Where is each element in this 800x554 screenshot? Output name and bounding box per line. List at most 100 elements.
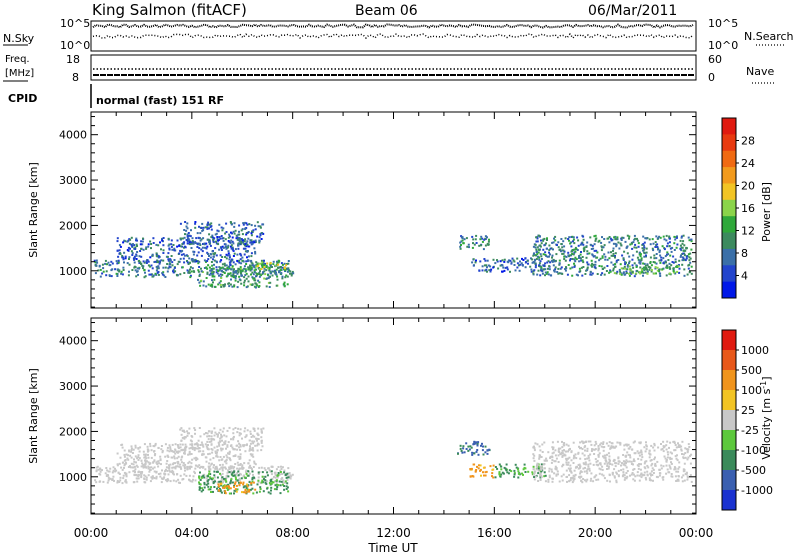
scatter-cell (561, 446, 564, 449)
scatter-cell (675, 470, 678, 473)
scatter-cell (665, 460, 668, 463)
scatter-cell (228, 241, 231, 243)
scatter-cell (220, 269, 223, 272)
scatter-cell (275, 488, 278, 491)
scatter-cell (579, 253, 582, 256)
scatter-cell (531, 473, 534, 476)
scatter-cell (553, 460, 556, 463)
scatter-cell (186, 434, 189, 437)
scatter-cell (254, 252, 257, 255)
scatter-cell (234, 488, 237, 491)
scatter-cell (575, 273, 578, 276)
scatter-cell (136, 267, 139, 270)
colorbar-frame (721, 329, 737, 511)
scatter-cell (191, 240, 194, 243)
scatter-cell (219, 472, 221, 475)
scatter-cell (533, 449, 536, 452)
scatter-cell (143, 268, 146, 271)
scatter-cell (550, 461, 553, 464)
scatter-cell (585, 480, 588, 483)
scatter-cell (592, 247, 595, 250)
scatter-cell (188, 465, 191, 468)
scatter-cell (217, 441, 220, 444)
scatter-cell (630, 272, 633, 275)
scatter-cell (128, 258, 130, 260)
scatter-cell (278, 480, 281, 483)
scatter-cell (166, 478, 169, 481)
scatter-cell (620, 244, 623, 247)
scatter-cell (651, 238, 654, 241)
scatter-cell (260, 436, 263, 439)
scatter-cell (537, 234, 540, 237)
scatter-cell (260, 274, 263, 277)
scatter-cell (614, 465, 617, 468)
scatter-cell (169, 463, 172, 466)
scatter-cell (635, 272, 638, 275)
scatter-cell (137, 459, 140, 461)
scatter-cell (246, 243, 249, 246)
scatter-cell (553, 237, 555, 240)
scatter-cell (257, 433, 260, 436)
scatter-cell (268, 268, 271, 271)
scatter-cell (612, 252, 615, 255)
scatter-cell (205, 432, 207, 434)
scatter-cell (221, 263, 224, 266)
scatter-cell (537, 472, 540, 475)
scatter-cell (229, 458, 231, 460)
scatter-cell (565, 469, 568, 472)
scatter-cell (643, 241, 646, 244)
scatter-cell (281, 263, 284, 266)
scatter-cell (151, 476, 154, 478)
scatter-cell (163, 476, 166, 479)
scatter-cell (97, 468, 100, 471)
scatter-cell (132, 481, 135, 484)
scatter-cell (561, 440, 563, 443)
scatter-cell (522, 259, 525, 261)
scatter-cell (157, 256, 160, 259)
scatter-cell (673, 235, 676, 238)
scatter-cell (292, 272, 295, 275)
scatter-cell (489, 465, 492, 468)
scatter-cell (563, 245, 566, 248)
scatter-cell (260, 259, 263, 262)
scatter-cell (267, 274, 270, 277)
scatter-cell (569, 464, 572, 467)
scatter-cell (481, 269, 484, 272)
scatter-cell (654, 241, 657, 244)
scatter-cell (621, 462, 623, 465)
scatter-cell (208, 435, 211, 437)
scatter-cell (548, 249, 551, 251)
scatter-cell (216, 261, 218, 264)
scatter-cell (257, 480, 260, 483)
scatter-cell (216, 445, 219, 448)
scatter-cell (134, 269, 137, 272)
scatter-cell (643, 466, 646, 469)
scatter-cell (180, 461, 183, 464)
scatter-cell (664, 457, 667, 460)
scatter-cell (144, 455, 147, 458)
scatter-cell (581, 448, 584, 450)
scatter-cell (208, 242, 211, 245)
scatter-cell (244, 427, 247, 430)
scatter-cell (601, 468, 604, 471)
scatter-cell (281, 266, 284, 269)
scatter-cell (197, 278, 199, 281)
scatter-cell (219, 254, 222, 257)
scatter-cell (250, 266, 253, 269)
scatter-cell (597, 478, 600, 481)
scatter-cell (567, 238, 570, 240)
scatter-cell (201, 250, 204, 253)
scatter-cell (662, 267, 665, 270)
scatter-cell (661, 268, 664, 271)
scatter-cell (196, 246, 199, 248)
scatter-cell (230, 247, 233, 250)
scatter-cell (268, 482, 271, 484)
noise-left-tick-bottom: 10^0 (60, 39, 90, 52)
scatter-cell (279, 492, 282, 495)
scatter-cell (169, 266, 172, 269)
scatter-cell (225, 462, 228, 465)
scatter-cell (128, 242, 131, 245)
scatter-cell (132, 448, 135, 451)
scatter-cell (149, 256, 152, 259)
